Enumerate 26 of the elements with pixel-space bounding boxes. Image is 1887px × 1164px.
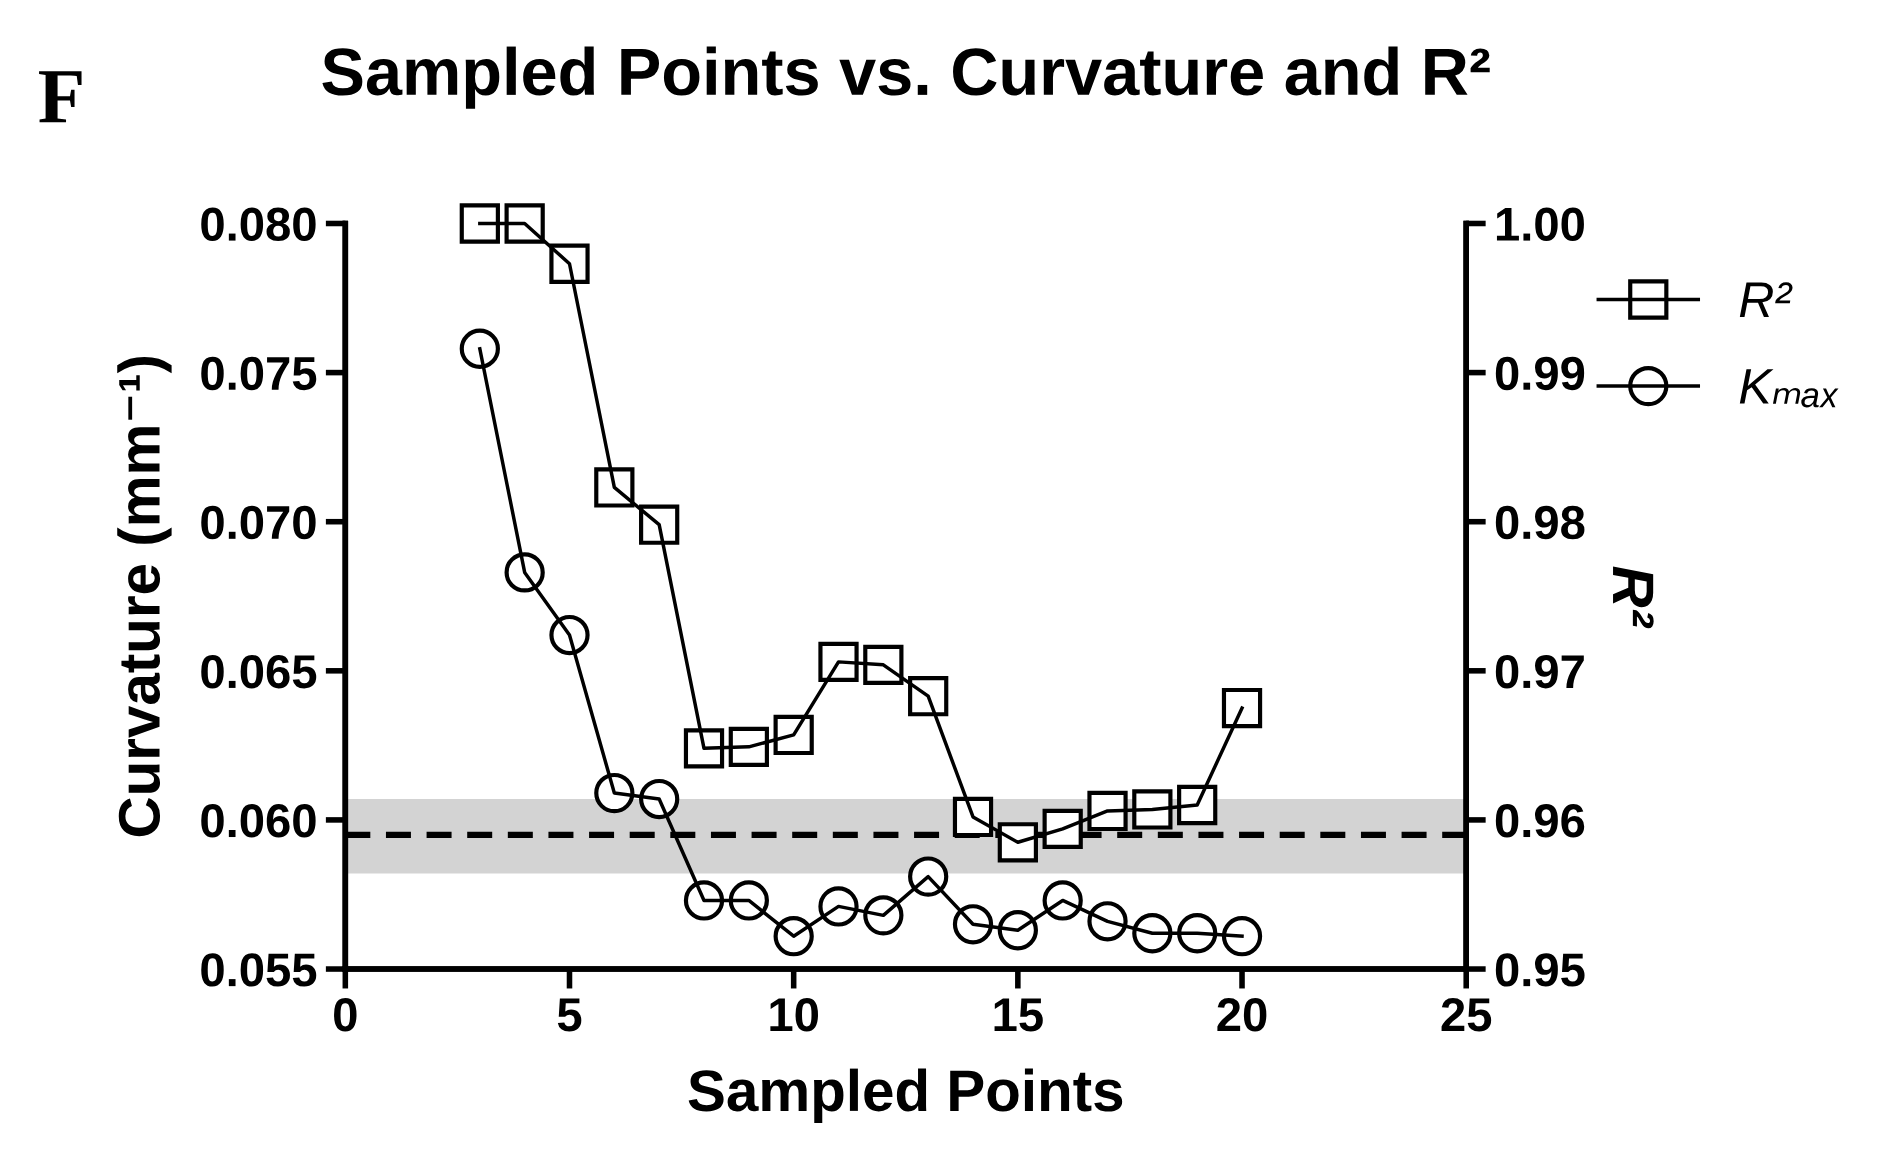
y-tick-label: 0.070 <box>201 505 316 540</box>
y-tick-label: 0.080 <box>201 207 316 242</box>
y2-tick-label: 0.99 <box>1495 356 1585 391</box>
x-tick-label: 0 <box>334 998 357 1032</box>
y2-tick-label: 1.00 <box>1496 207 1584 242</box>
y2-axis-title: R² <box>1613 566 1654 629</box>
point <box>1132 789 1173 830</box>
x-tick-label: 5 <box>557 998 582 1032</box>
x-tick-label: 15 <box>994 998 1043 1032</box>
x-tick-label: 20 <box>1217 998 1267 1032</box>
legend-label: R² <box>1739 282 1793 317</box>
y-tick-label: 0.060 <box>201 804 316 838</box>
y-tick-label: 0.075 <box>201 356 317 391</box>
y2-tick-label: 0.98 <box>1495 505 1585 540</box>
y-axis-title: Curvature (mm⁻¹) <box>117 356 172 837</box>
y-tick-label: 0.055 <box>201 953 317 987</box>
chart-title: Sampled Points vs. Curvature and R² <box>322 46 1490 109</box>
x-tick-label: 10 <box>770 998 818 1032</box>
y2-tick-label: 0.97 <box>1495 654 1584 689</box>
y-tick-label: 0.065 <box>201 654 317 689</box>
text: F <box>39 71 82 123</box>
y2-tick-label: 0.95 <box>1495 953 1585 987</box>
y2-tick-label: 0.96 <box>1495 804 1585 838</box>
x-axis-title: Sampled Points <box>688 1068 1123 1123</box>
x-tick-label: 25 <box>1441 998 1492 1032</box>
legend-label: Kₘₐₓ <box>1739 369 1839 408</box>
